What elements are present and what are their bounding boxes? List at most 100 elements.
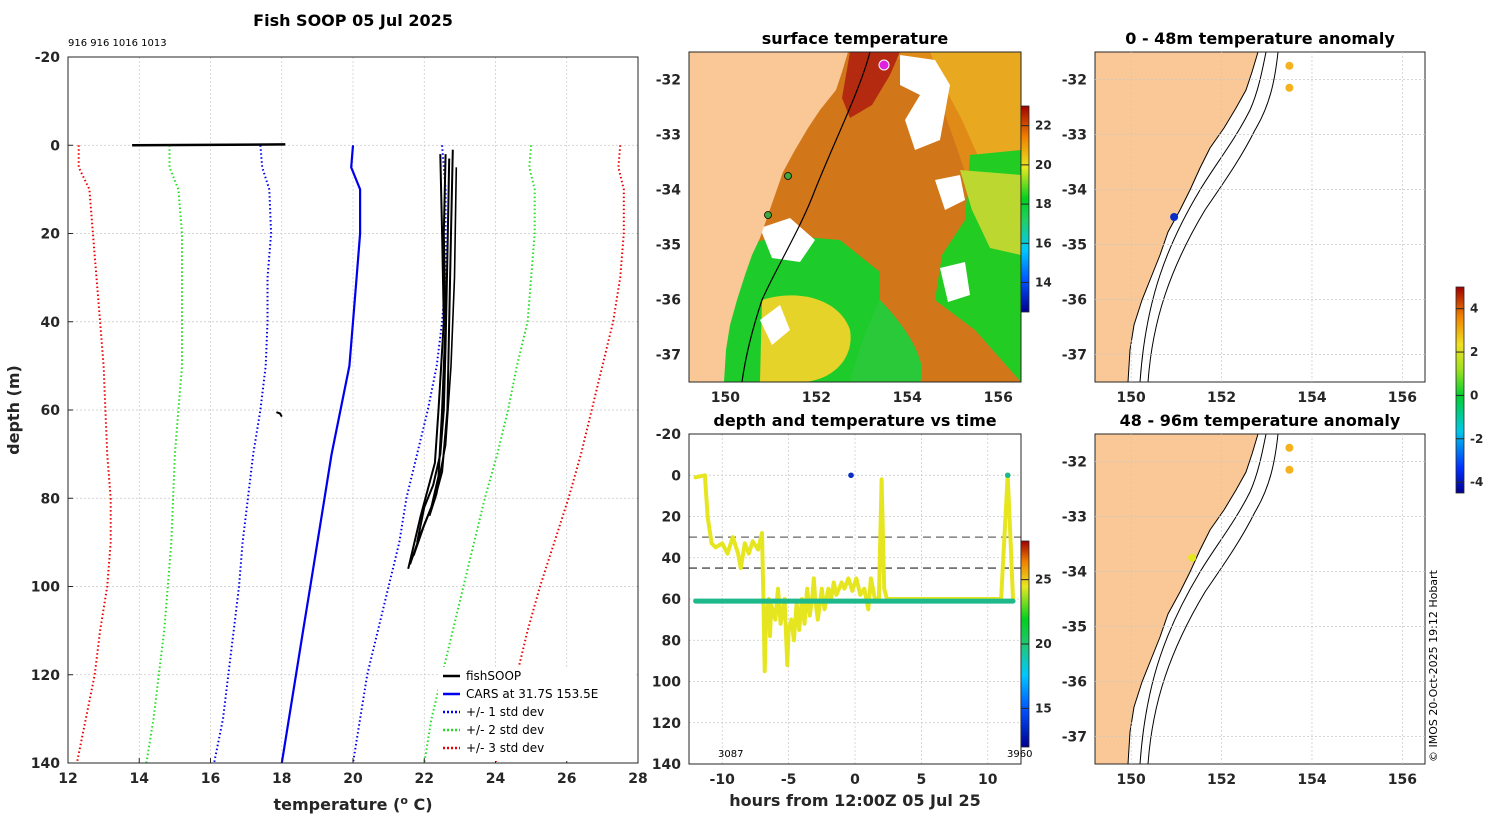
time-series-y-tick-label: 0 [671,468,681,484]
sst-colorbar-tick-label: 18 [1035,197,1052,211]
time-series-x-tick-label: 0 [850,772,860,788]
map-y-tick-label: -36 [1062,293,1087,309]
time-series-surface-point [848,472,854,479]
map-y-tick-label: -34 [1062,565,1088,581]
time-series-y-tick-label: 20 [662,510,682,526]
anomaly-0-48-point [1170,213,1179,221]
anomaly-48-96-panel: 48 - 96m temperature anomaly 150 152 154 15… [1062,411,1426,788]
profile-y-tick-label: -20 [35,50,61,66]
profile-x-tick-label: 18 [272,771,291,787]
anomaly-48-96-point [1285,465,1294,474]
profile-y-tick-label: 20 [41,227,61,243]
sst-cloud-east [935,175,965,210]
map-x-tick-label: 156 [1388,390,1417,406]
anomaly-colorbar-tick-label: -4 [1470,475,1483,489]
sst-land [689,52,848,382]
anomaly-48-96-contour-inner [1139,434,1267,764]
time-series-y-tick-label: 140 [652,757,681,773]
map-x-tick-label: 150 [1117,390,1146,406]
map-y-tick-label: -35 [1062,238,1087,254]
map-x-tick-label: 150 [1117,772,1146,788]
profile-x-tick-label: 14 [130,771,150,787]
sst-colorbar-tick-label: 20 [1035,158,1052,172]
map-y-tick-label: -33 [1062,128,1087,144]
anomaly-colorbar-group: -4 -2 0 2 4 [1455,286,1483,494]
map-x-tick-label: 154 [1297,390,1326,406]
time-series-start-label: 3087 [718,749,743,760]
map-y-tick-label: -34 [1062,183,1088,199]
sst-green-tongue [850,300,922,382]
time-series-temperature-trace [693,473,1015,674]
time-series-y-tick-label: 100 [652,675,681,691]
time-series-end-label: 3960 [1007,749,1032,760]
anomaly-0-48-title: 0 - 48m temperature anomaly [1125,29,1395,48]
anomaly-0-48-point [1285,83,1294,92]
credit: © IMOS 20-Oct-2025 19:12 Hobart [1427,569,1440,762]
anomaly-colorbar-tick-label: 4 [1470,302,1478,316]
sst-colorbar-frame [1020,105,1030,313]
profile-legend-label: fishSOOP [466,669,521,683]
profile-x-tick-label: 22 [415,771,434,787]
anomaly-colorbar-tick-label: 2 [1470,345,1478,359]
sst-station-marker [764,211,772,219]
profile-legend-label: CARS at 31.7S 153.5E [466,687,598,701]
map-y-tick-label: -35 [656,238,681,254]
time-series-y-tick-label: 60 [662,592,682,608]
profile-series-line [280,145,362,764]
anomaly-48-96-coastline [1127,434,1259,764]
anomaly-0-48-axes-frame [1094,51,1426,383]
sst-shelf-contour [741,52,871,382]
map-x-tick-label: 156 [984,390,1013,406]
time-series-y-tick-label: 80 [662,633,682,649]
profile-series-line [407,154,445,570]
map-y-tick-label: -37 [656,348,681,364]
map-x-tick-label: 156 [1388,772,1417,788]
profile-y-tick-label: 140 [31,756,60,772]
profile-legend-label: +/- 2 std dev [466,723,544,737]
profile-x-tick-label: 24 [486,771,506,787]
anomaly-colorbar-frame [1455,286,1465,494]
profile-series-line [494,145,625,764]
map-x-tick-label: 152 [1207,390,1236,406]
sst-map-panel: surface temperature 150 152 154 156 -32 -33 -3… [656,29,1052,406]
map-y-tick-label: -32 [1062,455,1087,471]
map-y-tick-label: -37 [1062,348,1087,364]
profile-x-tick-label: 26 [557,771,576,787]
time-series-x-tick-label: 10 [978,772,998,788]
map-y-tick-label: -33 [656,128,681,144]
time-series-surface-point [1004,472,1011,479]
map-y-tick-label: -36 [656,293,681,309]
sst-colorbar-tick-label: 16 [1035,236,1052,250]
map-x-tick-label: 152 [802,390,831,406]
profile-x-tick-label: 16 [201,771,220,787]
profile-xlabel: temperature (o C) [273,794,432,814]
map-y-tick-label: -35 [1062,620,1087,636]
anomaly-48-96-point [1285,443,1294,452]
time-series-panel: depth and temperature vs time -10 -5 0 5 10 -… [652,411,1052,810]
profile-series-line [132,143,286,147]
profile-x-tick-label: 20 [343,771,363,787]
map-y-tick-label: -32 [656,73,681,89]
sst-colorbar [1021,106,1029,312]
anomaly-colorbar-tick-label: -2 [1470,432,1483,446]
map-y-tick-label: -37 [1062,730,1087,746]
anomaly-0-48-point [1285,61,1294,70]
time-series-y-tick-label: 40 [662,551,682,567]
map-x-tick-label: 154 [1297,772,1326,788]
profile-series-line [213,145,273,764]
profile-y-tick-label: 40 [41,315,61,331]
profile-series-line [416,158,451,543]
time-series-colorbar-tick-label: 20 [1035,637,1052,651]
profile-panel: Fish SOOP 05 Jul 2025 916 916 1016 1013 … [4,11,648,814]
map-y-tick-label: -32 [1062,73,1087,89]
profile-legend: fishSOOP CARS at 31.7S 153.5E +/- 1 std de… [438,667,636,761]
profile-y-tick-label: 100 [31,580,60,596]
sst-title: surface temperature [762,29,949,48]
anomaly-48-96-contour-outer [1147,434,1279,764]
anomaly-0-48-contour-outer [1147,52,1279,382]
profile-legend-label: +/- 3 std dev [466,741,544,755]
map-x-tick-label: 150 [711,390,740,406]
profile-series-line [409,154,447,565]
profile-x-tick-label: 28 [628,771,647,787]
